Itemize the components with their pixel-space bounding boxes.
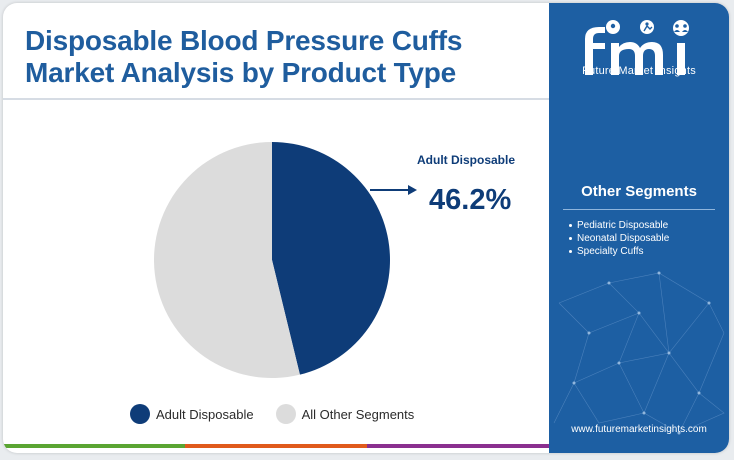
- title-divider: [3, 98, 549, 100]
- legend-swatch-other: [275, 404, 296, 424]
- legend-label-other: All Other Segments: [301, 406, 415, 422]
- legend-item-other: All Other Segments: [275, 404, 415, 424]
- people-icon: [673, 20, 689, 36]
- pie-slice-all-other-segments: [154, 142, 300, 379]
- callout-value: 46.2%: [429, 184, 512, 216]
- other-segments-list: Pediatric Disposable Neonatal Disposable…: [569, 219, 669, 258]
- sidebar: Future Market Insights Other Segments Pe…: [549, 3, 729, 453]
- bottom-color-bar: [3, 444, 549, 448]
- fmi-logo: [585, 20, 689, 75]
- bottom-bar-purple: [367, 444, 549, 448]
- other-segment-item: Specialty Cuffs: [569, 245, 669, 258]
- pie-slices: [154, 142, 390, 379]
- other-segments-title: Other Segments: [581, 183, 697, 200]
- callout-arrow: [370, 185, 417, 195]
- legend-label-adult: Adult Disposable: [156, 406, 254, 422]
- infographic-card: Disposable Blood Pressure Cuffs Market A…: [3, 3, 729, 453]
- bottom-bar-green: [3, 444, 185, 448]
- page-title: Disposable Blood Pressure Cuffs Market A…: [25, 25, 462, 89]
- pie-chart: [154, 142, 417, 379]
- logo-text: Future Market Insights: [582, 65, 696, 77]
- other-segment-item: Pediatric Disposable: [569, 219, 669, 232]
- pie-slice-adult-disposable: [272, 142, 390, 375]
- legend-swatch-adult: [130, 404, 150, 424]
- bottom-bar-orange: [185, 444, 367, 448]
- title-line-1: Disposable Blood Pressure Cuffs: [25, 25, 463, 56]
- chart-legend: Adult Disposable All Other Segments: [130, 404, 436, 424]
- other-segments-divider: [563, 209, 715, 210]
- other-segment-item: Neonatal Disposable: [569, 232, 669, 245]
- title-line-2: Market Analysis by Product Type: [25, 57, 457, 88]
- website-url: www.futuremarketinsights.com: [571, 424, 707, 435]
- network-pattern: [553, 271, 725, 435]
- callout-label: Adult Disposable: [417, 153, 516, 167]
- legend-item-adult: Adult Disposable: [130, 404, 254, 424]
